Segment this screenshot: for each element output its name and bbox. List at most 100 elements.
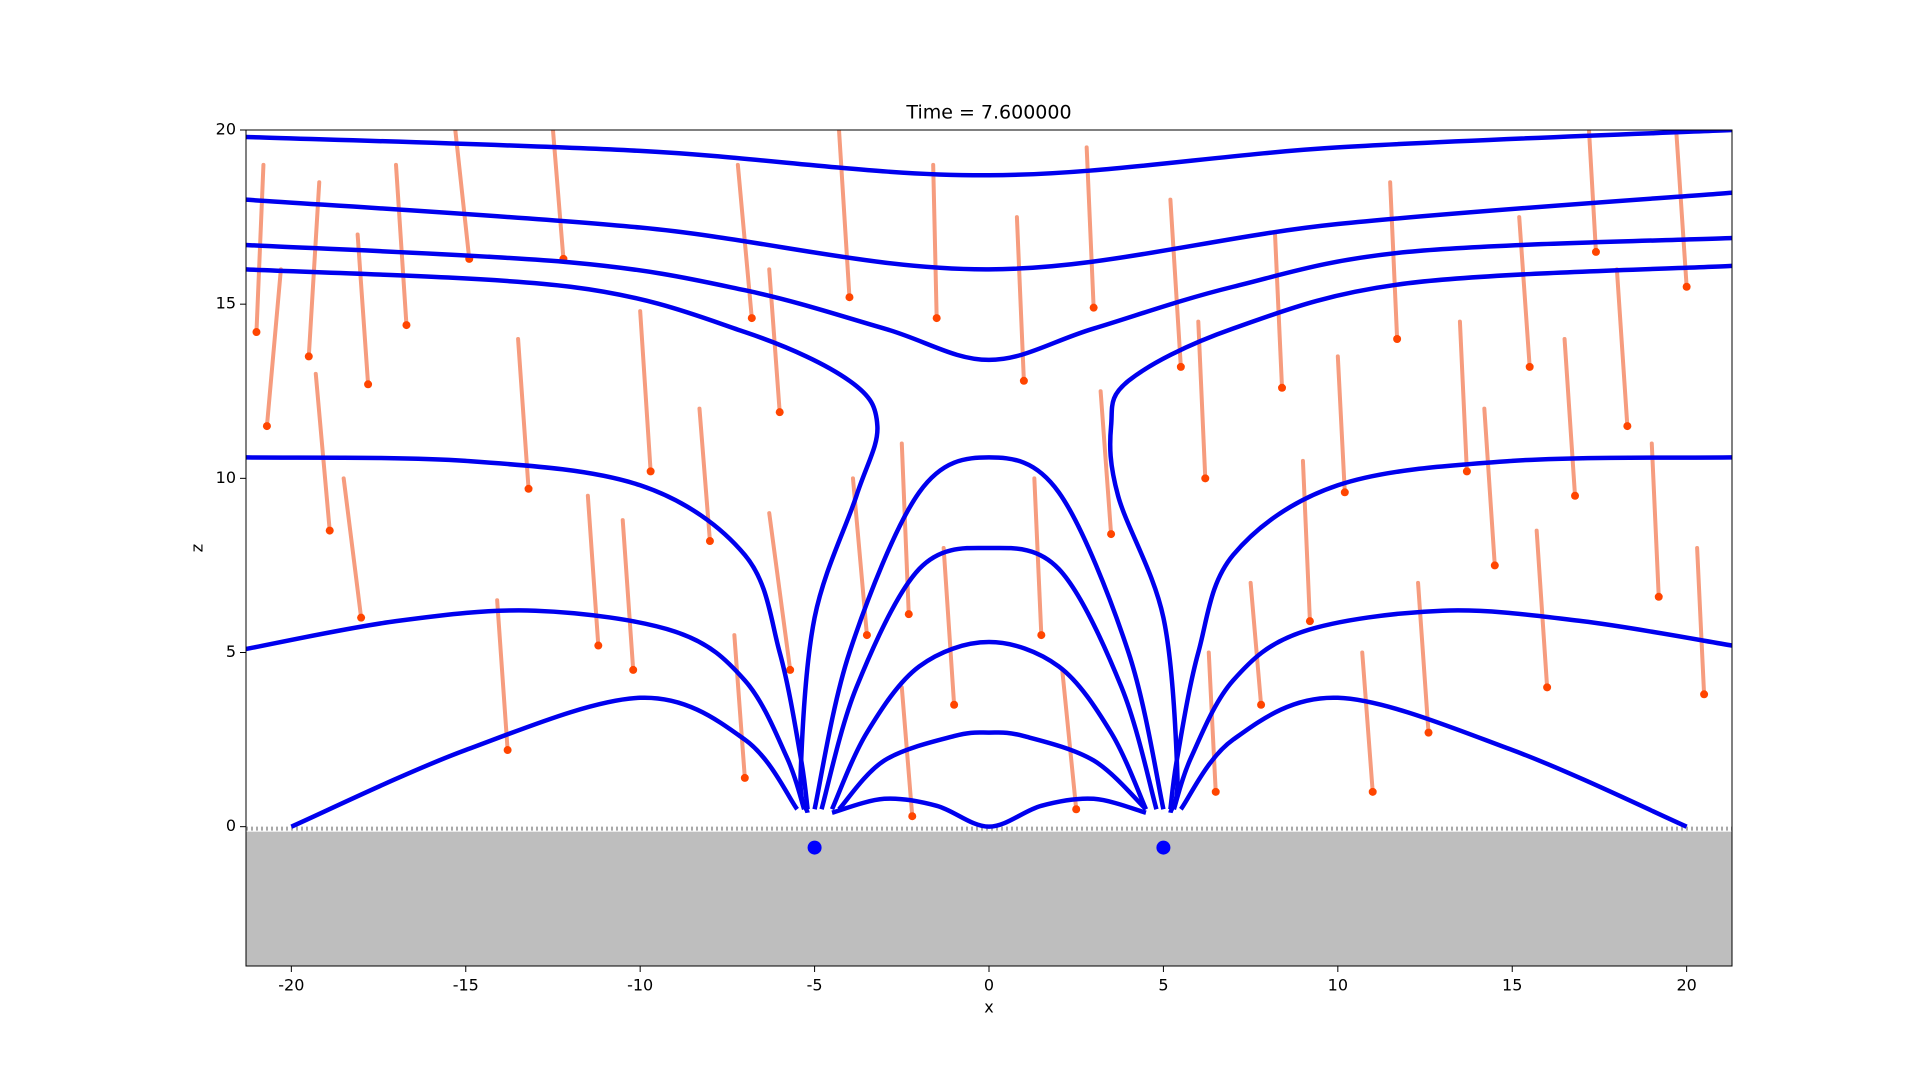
particle-trail: [393, 162, 409, 328]
y-tick-label: 0: [226, 816, 236, 835]
source: [1156, 840, 1171, 855]
field-line: [246, 455, 810, 810]
x-tick-label: 20: [1676, 976, 1696, 995]
particle: [1305, 617, 1314, 626]
particle-trail: [1562, 337, 1578, 498]
particle-trail: [1614, 267, 1630, 429]
particle: [950, 700, 959, 709]
particle: [1393, 335, 1402, 343]
particle: [1340, 488, 1349, 497]
particle: [1278, 383, 1287, 392]
particle-trail: [1534, 528, 1550, 690]
particle: [1019, 376, 1028, 385]
particle: [1490, 561, 1499, 570]
particle-trail: [1517, 215, 1532, 369]
particle-trail: [1360, 650, 1375, 794]
x-tick-label: -5: [807, 976, 823, 995]
particle-trail: [941, 546, 957, 707]
particle-trail: [313, 371, 332, 533]
particle-trail: [585, 493, 601, 648]
particle: [908, 812, 917, 821]
particle: [594, 641, 603, 650]
x-tick-label: 10: [1328, 976, 1348, 995]
particle-trail: [453, 130, 472, 261]
particle-trail: [620, 518, 636, 672]
field-line: [1179, 695, 1688, 829]
particle-trail: [1060, 667, 1079, 812]
field-line: [290, 695, 799, 829]
particle: [747, 314, 756, 323]
particle: [402, 321, 411, 330]
particle-trail: [1586, 130, 1598, 254]
field-line: [829, 639, 1149, 811]
field-line: [246, 235, 1732, 363]
source: [807, 840, 822, 855]
particle-trail: [1300, 458, 1312, 624]
ground: [246, 831, 1732, 966]
particle-trail: [1649, 441, 1661, 599]
particle-trail: [1482, 406, 1497, 568]
particle: [646, 467, 655, 476]
particle: [862, 631, 871, 640]
particle: [1368, 787, 1377, 796]
particle: [629, 665, 638, 674]
particle-trail: [341, 476, 364, 620]
particle: [503, 746, 512, 755]
field-line: [246, 190, 1732, 272]
particle-trail: [1416, 580, 1431, 735]
particle-trail: [1032, 476, 1044, 638]
particle: [1682, 282, 1691, 291]
particle-trail: [837, 130, 852, 300]
x-tick-label: -20: [278, 976, 304, 995]
particle: [1623, 422, 1632, 431]
particle-trail: [306, 180, 322, 359]
x-tick-label: -15: [453, 976, 479, 995]
particle-trail: [931, 162, 939, 321]
particle: [304, 352, 313, 361]
particle: [1257, 700, 1266, 709]
field-line: [246, 267, 880, 814]
particle-trail: [495, 598, 510, 753]
field-line: [1107, 263, 1732, 814]
field-line: [1171, 608, 1732, 810]
particle-trail: [1206, 650, 1218, 794]
particle-trail: [1388, 180, 1400, 341]
y-tick-label: 20: [216, 120, 236, 139]
particle: [1089, 303, 1098, 312]
x-tick-label: -10: [627, 976, 653, 995]
particle: [1654, 592, 1663, 601]
y-tick-label: 15: [216, 294, 236, 313]
particle-trail: [254, 162, 266, 335]
field-line: [246, 608, 807, 810]
particle-trail: [767, 511, 793, 672]
particle: [364, 380, 373, 389]
particle: [932, 314, 941, 323]
particle-trail: [264, 267, 283, 429]
field-line: [837, 730, 1148, 811]
particle: [1700, 690, 1709, 699]
particle: [1201, 474, 1210, 483]
particle: [262, 422, 271, 431]
particle: [325, 526, 334, 535]
particle-trail: [1457, 319, 1469, 474]
field-line: [1168, 455, 1732, 810]
particle-trail: [1695, 546, 1707, 697]
field-line: [246, 130, 1732, 178]
field-line: [819, 545, 1159, 810]
particle-trail: [355, 232, 371, 387]
particle: [1424, 728, 1433, 737]
particle-trail: [638, 309, 653, 474]
particle: [524, 484, 533, 493]
x-tick-label: 15: [1502, 976, 1522, 995]
particle-trail: [732, 633, 747, 780]
plot-area: [246, 130, 1732, 966]
particle: [1211, 787, 1220, 796]
x-tick-label: 0: [984, 976, 994, 995]
particle: [1072, 805, 1081, 814]
particle: [705, 537, 714, 546]
x-tick-label: 5: [1158, 976, 1168, 995]
particle: [357, 613, 366, 622]
particle-trail: [1196, 319, 1208, 481]
chart-title: Time = 7.600000: [905, 102, 1071, 124]
particle-trail: [1098, 389, 1114, 537]
